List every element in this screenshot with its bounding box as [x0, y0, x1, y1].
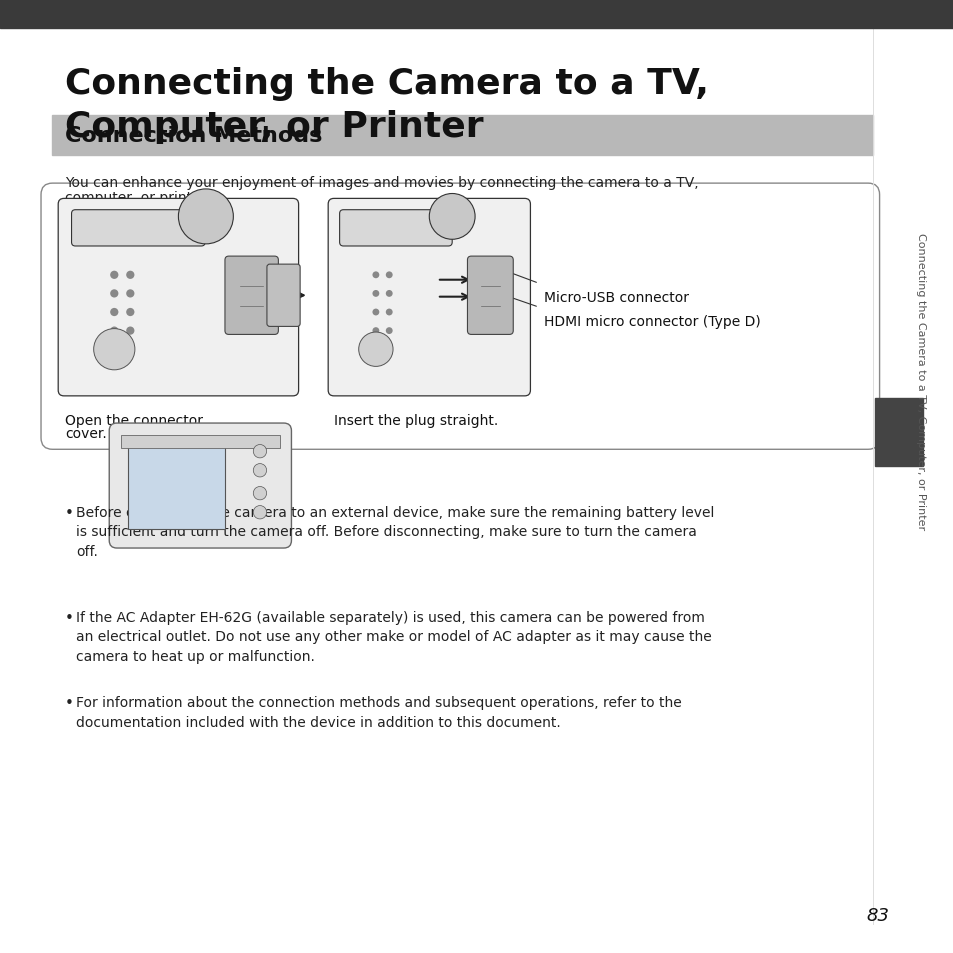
Bar	[52, 116, 872, 156]
Circle shape	[178, 190, 233, 245]
Circle shape	[253, 506, 266, 519]
Text: HDMI micro connector (Type D): HDMI micro connector (Type D)	[543, 314, 760, 329]
Circle shape	[110, 272, 118, 279]
Text: You can enhance your enjoyment of images and movies by connecting the camera to : You can enhance your enjoyment of images…	[65, 176, 698, 191]
Circle shape	[372, 273, 379, 279]
FancyBboxPatch shape	[467, 257, 513, 335]
Circle shape	[253, 445, 266, 458]
Circle shape	[385, 273, 393, 279]
FancyBboxPatch shape	[71, 211, 205, 247]
FancyBboxPatch shape	[328, 199, 530, 396]
Text: cover.: cover.	[65, 427, 107, 441]
Text: Open the connector: Open the connector	[65, 414, 203, 428]
Circle shape	[110, 290, 118, 298]
Circle shape	[429, 194, 475, 240]
Circle shape	[385, 328, 393, 335]
Text: Before connecting the camera to an external device, make sure the remaining batt: Before connecting the camera to an exter…	[76, 505, 714, 558]
FancyBboxPatch shape	[109, 424, 291, 549]
Text: •: •	[65, 505, 73, 520]
FancyBboxPatch shape	[225, 257, 278, 335]
Circle shape	[253, 464, 266, 477]
Text: 83: 83	[865, 906, 888, 924]
Circle shape	[253, 487, 266, 500]
FancyBboxPatch shape	[267, 265, 300, 327]
Circle shape	[110, 327, 118, 335]
Circle shape	[358, 333, 393, 367]
Text: Computer, or Printer: Computer, or Printer	[65, 110, 483, 144]
Circle shape	[126, 272, 134, 279]
Text: •: •	[65, 696, 73, 711]
Text: computer, or printer.: computer, or printer.	[65, 191, 209, 205]
Text: For information about the connection methods and subsequent operations, refer to: For information about the connection met…	[76, 696, 681, 729]
Circle shape	[126, 309, 134, 316]
Bar	[128, 444, 225, 530]
Text: If the AC Adapter EH-62G (available separately) is used, this camera can be powe: If the AC Adapter EH-62G (available sepa…	[76, 610, 711, 663]
Text: Insert the plug straight.: Insert the plug straight.	[334, 414, 497, 428]
Text: Connection Methods: Connection Methods	[65, 127, 322, 146]
Text: Micro-USB connector: Micro-USB connector	[543, 291, 688, 305]
Circle shape	[126, 290, 134, 298]
Circle shape	[372, 310, 379, 316]
Circle shape	[126, 327, 134, 335]
FancyBboxPatch shape	[41, 184, 879, 450]
Bar	[120, 435, 279, 449]
Circle shape	[372, 328, 379, 335]
Bar	[0, 0, 953, 29]
Circle shape	[93, 330, 134, 371]
Circle shape	[385, 291, 393, 297]
Text: •: •	[65, 610, 73, 625]
Circle shape	[372, 291, 379, 297]
Circle shape	[110, 309, 118, 316]
FancyBboxPatch shape	[339, 211, 452, 247]
FancyBboxPatch shape	[58, 199, 298, 396]
Text: Connecting the Camera to a TV,: Connecting the Camera to a TV,	[65, 67, 708, 101]
Text: Connecting the Camera to a TV, Computer, or Printer: Connecting the Camera to a TV, Computer,…	[915, 233, 924, 530]
Circle shape	[385, 310, 393, 316]
Bar	[874, 398, 922, 467]
